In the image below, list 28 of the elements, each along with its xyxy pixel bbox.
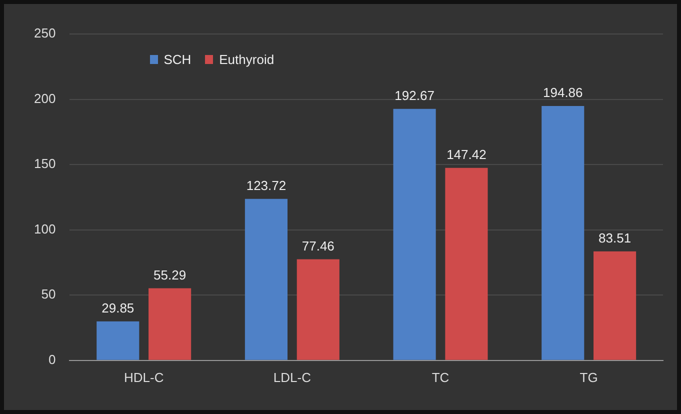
x-tick-label: TC bbox=[432, 370, 450, 385]
data-label: 147.42 bbox=[446, 147, 486, 162]
bar bbox=[542, 106, 584, 360]
y-tick-label: 100 bbox=[34, 221, 56, 236]
bar bbox=[393, 108, 436, 360]
bar bbox=[594, 251, 636, 360]
x-tick-label: LDL-C bbox=[273, 370, 311, 385]
data-label: 123.72 bbox=[246, 178, 286, 193]
y-tick-label: 200 bbox=[34, 90, 56, 106]
bar bbox=[96, 321, 140, 360]
y-tick-label: 150 bbox=[34, 156, 56, 172]
data-label: 55.29 bbox=[154, 267, 186, 282]
data-label: 194.86 bbox=[542, 85, 583, 100]
y-tick-label: 250 bbox=[34, 26, 56, 41]
bar bbox=[296, 259, 340, 360]
x-tick-label: TG bbox=[580, 370, 598, 385]
bar bbox=[244, 198, 288, 360]
data-label: 77.46 bbox=[302, 238, 334, 254]
data-label: 29.85 bbox=[102, 300, 134, 316]
bar bbox=[445, 168, 488, 360]
data-label: 83.51 bbox=[598, 230, 632, 246]
y-tick-label: 0 bbox=[48, 352, 56, 367]
legend-label: Euthyroid bbox=[219, 52, 274, 67]
bar bbox=[148, 288, 192, 360]
data-label: 192.67 bbox=[394, 88, 434, 103]
legend-label: SCH bbox=[164, 52, 192, 67]
y-tick-label: 50 bbox=[41, 286, 56, 302]
x-tick-label: HDL-C bbox=[124, 370, 164, 385]
